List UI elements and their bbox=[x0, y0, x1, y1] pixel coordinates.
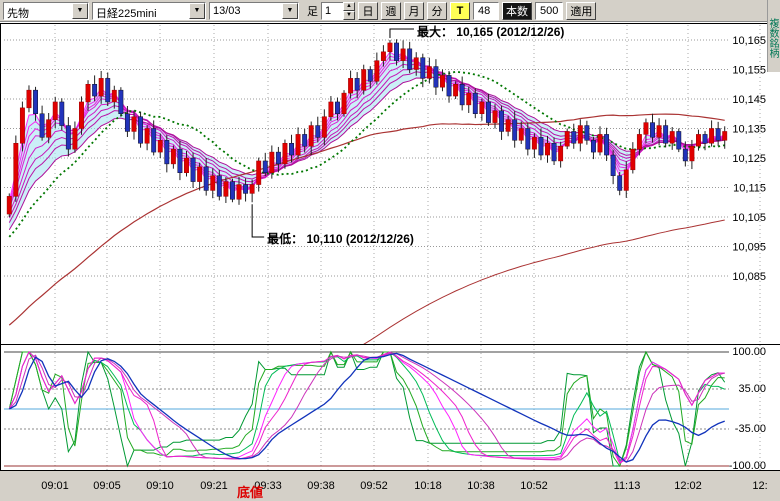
svg-text:35.00: 35.00 bbox=[738, 383, 766, 395]
svg-text:10,085: 10,085 bbox=[732, 271, 766, 283]
spinner-up-icon[interactable]: ▲ bbox=[343, 2, 355, 11]
svg-text:09:52: 09:52 bbox=[360, 480, 388, 492]
contract-value: 13/03 bbox=[210, 3, 282, 19]
svg-text:-35.00: -35.00 bbox=[735, 423, 766, 435]
chart-window: 10,165 10,155 10,145 10,135 10,125 10,115 10,1… bbox=[0, 0, 780, 501]
category-dropdown-icon[interactable]: ▼ bbox=[72, 3, 88, 19]
contract-dropdown-icon[interactable]: ▼ bbox=[282, 3, 298, 19]
category-select[interactable]: 先物 ▼ bbox=[3, 2, 89, 20]
max-price-annotation: 最大： 10,165 (2012/12/26) bbox=[417, 23, 564, 40]
svg-text:10,125: 10,125 bbox=[732, 153, 766, 165]
load-count-input[interactable]: 500 bbox=[535, 2, 563, 20]
svg-text:11:13: 11:13 bbox=[614, 480, 641, 492]
svg-text:10,095: 10,095 bbox=[732, 242, 766, 254]
bars-count-input[interactable]: 48 bbox=[473, 2, 499, 20]
interval-spinner[interactable]: 1 ▲ ▼ bbox=[321, 2, 355, 20]
svg-text:09:38: 09:38 bbox=[307, 480, 335, 492]
svg-text:09:05: 09:05 bbox=[93, 480, 121, 492]
contract-select[interactable]: 13/03 ▼ bbox=[209, 2, 299, 20]
apply-button[interactable]: 適用 bbox=[566, 2, 596, 20]
category-value: 先物 bbox=[4, 3, 72, 19]
period-week-button[interactable]: 週 bbox=[381, 2, 401, 20]
period-month-button[interactable]: 月 bbox=[404, 2, 424, 20]
symbol-select[interactable]: 日経225mini ▼ bbox=[92, 2, 206, 20]
svg-text:10,165: 10,165 bbox=[732, 35, 766, 47]
svg-text:10,155: 10,155 bbox=[732, 65, 766, 77]
svg-text:-100.00: -100.00 bbox=[729, 460, 766, 472]
bar-type-label: 足 bbox=[307, 3, 318, 19]
svg-text:10,135: 10,135 bbox=[732, 124, 766, 136]
tick-button[interactable]: T bbox=[450, 2, 470, 20]
svg-text:12:02: 12:02 bbox=[674, 480, 702, 492]
toolbar: 先物 ▼ 日経225mini ▼ 13/03 ▼ 足 1 ▲ ▼ 日 週 月 分… bbox=[0, 0, 780, 22]
svg-text:10,145: 10,145 bbox=[732, 94, 766, 106]
svg-text:10:52: 10:52 bbox=[520, 480, 548, 492]
spinner-arrows-icon[interactable]: ▲ ▼ bbox=[343, 2, 355, 20]
period-minute-button[interactable]: 分 bbox=[427, 2, 447, 20]
svg-text:10,115: 10,115 bbox=[733, 183, 766, 195]
interval-value: 1 bbox=[321, 2, 343, 20]
bars-button[interactable]: 本数 bbox=[502, 2, 532, 20]
svg-text:10,105: 10,105 bbox=[732, 212, 766, 224]
period-day-button[interactable]: 日 bbox=[358, 2, 378, 20]
symbol-dropdown-icon[interactable]: ▼ bbox=[189, 3, 205, 19]
min-price-annotation: 最低： 10,110 (2012/12/26) bbox=[267, 230, 414, 247]
multi-symbol-tab[interactable]: 複数銘柄 bbox=[767, 0, 780, 72]
svg-text:10:18: 10:18 bbox=[414, 480, 442, 492]
svg-text:09:01: 09:01 bbox=[41, 480, 69, 492]
chart-canvas[interactable]: 10,165 10,155 10,145 10,135 10,125 10,115 10,1… bbox=[0, 0, 780, 501]
svg-text:10:38: 10:38 bbox=[467, 480, 495, 492]
svg-text:12:: 12: bbox=[752, 480, 767, 492]
symbol-value: 日経225mini bbox=[93, 3, 189, 19]
svg-text:09:10: 09:10 bbox=[146, 480, 174, 492]
svg-text:100.00: 100.00 bbox=[732, 346, 766, 358]
spinner-down-icon[interactable]: ▼ bbox=[343, 11, 355, 20]
bottom-signal-label: 底値 bbox=[237, 482, 263, 501]
svg-text:09:21: 09:21 bbox=[200, 480, 228, 492]
